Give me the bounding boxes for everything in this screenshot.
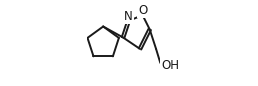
- Text: OH: OH: [161, 59, 179, 72]
- Text: O: O: [138, 4, 147, 17]
- Text: N: N: [124, 10, 133, 23]
